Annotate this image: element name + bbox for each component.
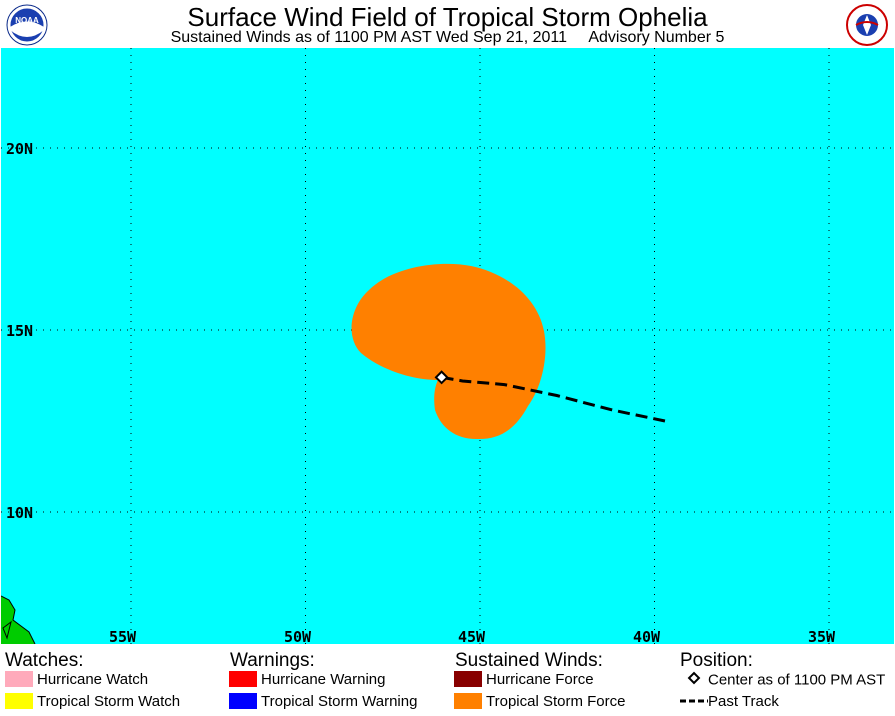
legend-position-heading: Position: bbox=[680, 650, 753, 671]
hurricane-force-label: Hurricane Force bbox=[486, 671, 594, 688]
legend-item-hurricane-force: Hurricane Force bbox=[454, 671, 594, 689]
legend-watches-heading: Watches: bbox=[5, 650, 84, 671]
legend-item-hurricane-warning: Hurricane Warning bbox=[229, 671, 386, 689]
legend-item-tropical-storm-warning: Tropical Storm Warning bbox=[229, 693, 417, 711]
hurricane-force-swatch bbox=[454, 671, 482, 688]
diamond-marker-icon bbox=[680, 671, 708, 690]
nws-logo-icon bbox=[846, 4, 888, 46]
hurricane-watch-label: Hurricane Watch bbox=[37, 671, 149, 688]
storm-center-marker bbox=[434, 370, 449, 385]
lat-label-20n: 20N bbox=[6, 140, 34, 158]
noaa-logo-text: NOAA bbox=[15, 16, 39, 25]
center-label: Center as of 1100 PM AST bbox=[708, 671, 886, 689]
lon-label-50w: 50W bbox=[284, 628, 312, 644]
island bbox=[2, 620, 12, 640]
tropical-storm-warning-label: Tropical Storm Warning bbox=[261, 693, 418, 710]
land-outline bbox=[1, 595, 36, 644]
tropical-storm-watch-label: Tropical Storm Watch bbox=[37, 693, 181, 710]
dashed-line-icon bbox=[680, 693, 708, 711]
legend-item-center: Center as of 1100 PM AST bbox=[680, 671, 885, 689]
legend-item-tropical-storm-force: Tropical Storm Force bbox=[454, 693, 625, 711]
legend-item-hurricane-watch: Hurricane Watch bbox=[5, 671, 148, 689]
legend-item-tropical-storm-watch: Tropical Storm Watch bbox=[5, 693, 180, 711]
lon-label-35w: 35W bbox=[808, 628, 836, 644]
map-area: 20N 15N 10N 55W 50W 45W 40W 35W bbox=[1, 48, 894, 644]
past-track-line bbox=[441, 375, 666, 423]
tropical-storm-warning-swatch bbox=[229, 693, 257, 710]
legend-item-past-track: Past Track bbox=[680, 693, 779, 711]
hurricane-warning-label: Hurricane Warning bbox=[261, 671, 386, 688]
land-mass bbox=[1, 596, 35, 644]
lat-label-10n: 10N bbox=[6, 504, 34, 522]
header: NOAA Surface Wind Field of Tropical Stor… bbox=[0, 0, 895, 48]
lat-label-15n: 15N bbox=[6, 322, 34, 340]
lon-label-40w: 40W bbox=[633, 628, 661, 644]
map-subtitle: Sustained Winds as of 1100 PM AST Wed Se… bbox=[170, 29, 725, 46]
map-title: Surface Wind Field of Tropical Storm Oph… bbox=[187, 2, 708, 32]
past-track-label: Past Track bbox=[708, 693, 779, 710]
tropical-storm-force-swatch bbox=[454, 693, 482, 710]
noaa-logo-icon: NOAA bbox=[6, 4, 48, 46]
lon-label-55w: 55W bbox=[109, 628, 137, 644]
legend: Watches: Hurricane Watch Tropical Storm … bbox=[0, 644, 895, 716]
lon-label-45w: 45W bbox=[458, 628, 486, 644]
legend-winds-heading: Sustained Winds: bbox=[455, 650, 603, 671]
legend-warnings-heading: Warnings: bbox=[230, 650, 315, 671]
tropical-storm-watch-swatch bbox=[5, 693, 33, 710]
tropical-storm-force-label: Tropical Storm Force bbox=[486, 693, 626, 710]
hurricane-warning-swatch bbox=[229, 671, 257, 688]
tropical-storm-force-wind-field bbox=[351, 263, 546, 440]
hurricane-watch-swatch bbox=[5, 671, 33, 688]
map-canvas bbox=[1, 48, 894, 644]
